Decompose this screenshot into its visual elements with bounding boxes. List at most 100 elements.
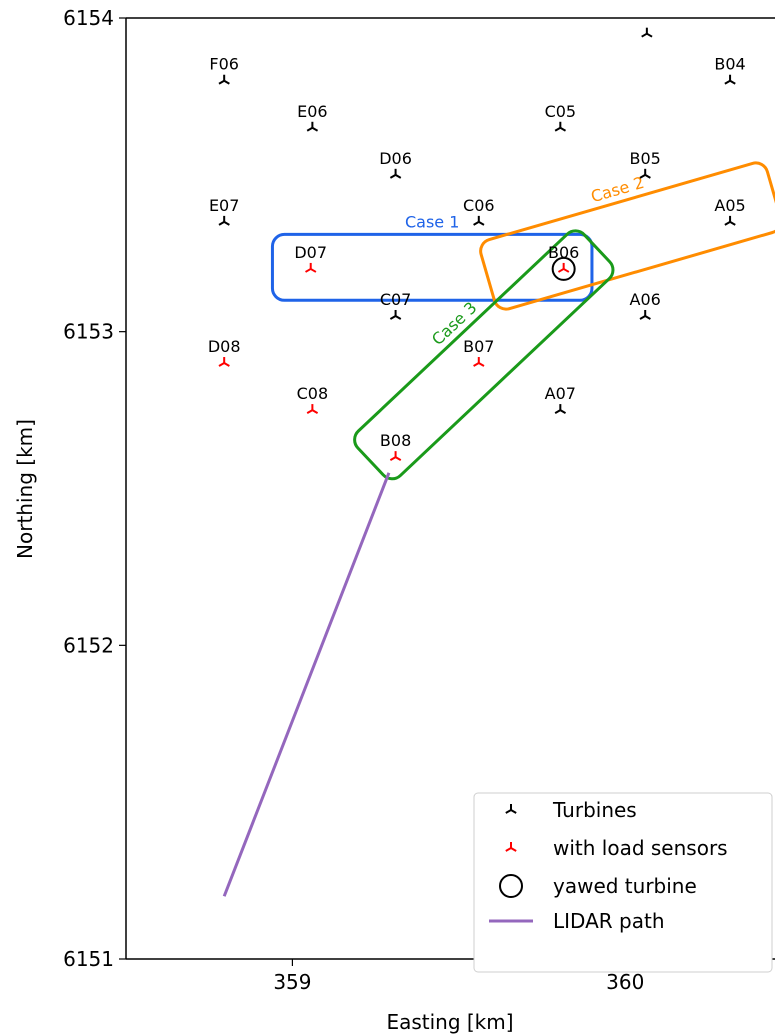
legend-marker: [505, 804, 517, 814]
turbine-marker: [641, 27, 653, 38]
turbine-marker: [389, 309, 402, 320]
turbine-marker: [554, 121, 567, 132]
legend-marker-arm: [505, 847, 512, 852]
turbine-marker: [306, 121, 319, 132]
turbine-marker: [218, 215, 230, 226]
legend: Turbines with load sensors yawed turbine LI…: [473, 792, 773, 973]
turbine-marker-arm: [646, 32, 653, 38]
legend-label: with load sensors: [553, 836, 728, 860]
turbine-marker-arm: [639, 315, 646, 320]
load-sensor-marker-arm: [223, 362, 230, 367]
legend-label: Turbines: [552, 798, 637, 822]
y-tick-label: 6152: [63, 633, 114, 657]
load-sensor-marker-arm: [306, 409, 313, 414]
turbine-marker: [724, 74, 736, 85]
turbine-label: D08: [208, 337, 241, 356]
turbine-label: A05: [714, 196, 745, 215]
turbine-marker: [473, 215, 485, 226]
y-tick-label: 6154: [63, 6, 114, 30]
legend-marker-arm: [505, 809, 512, 814]
turbine-label: B07: [463, 337, 494, 356]
turbine-marker-arm: [395, 315, 402, 320]
legend-marker-arm: [510, 847, 517, 852]
turbine-marker-arm: [223, 221, 230, 226]
turbine-label: E07: [209, 196, 239, 215]
load-sensor-marker-arm: [218, 362, 225, 367]
turbine-label: B04: [714, 55, 745, 74]
legend-label: LIDAR path: [553, 909, 665, 933]
load-sensor-marker: [218, 357, 230, 367]
turbine-marker-arm: [554, 126, 561, 132]
load-sensor-marker-arm: [389, 456, 397, 461]
turbine-marker-arm: [218, 79, 225, 85]
y-tick-label: 6153: [63, 320, 114, 344]
turbine-label: D06: [379, 149, 412, 168]
turbine-marker-arm: [729, 221, 736, 226]
load-sensor-marker-arm: [310, 268, 317, 273]
y-axis-label: Northing [km]: [13, 419, 37, 559]
turbine-marker-arm: [473, 221, 480, 226]
load-sensor-marker-arm: [563, 268, 570, 273]
turbine-marker-arm: [223, 79, 230, 85]
turbine-label: F06: [209, 55, 239, 74]
turbine-marker-arm: [644, 315, 651, 320]
legend-frame: [473, 792, 773, 973]
lidar-layer: [222, 472, 391, 897]
axes-layer: 359 360 6151 6152 6153 6154: [63, 6, 775, 994]
turbine-marker: [724, 215, 736, 226]
turbine-marker-arm: [639, 173, 646, 179]
x-tick-label: 359: [273, 970, 311, 994]
legend-marker: [499, 874, 523, 898]
load-sensor-marker-arm: [473, 362, 480, 367]
load-sensor-marker-arm: [557, 268, 565, 273]
turbine-label: A07: [545, 384, 576, 403]
turbine-label: C05: [545, 102, 577, 121]
x-tick-label: 360: [606, 970, 644, 994]
turbine-label: A06: [630, 290, 661, 309]
load-sensor-marker-arm: [478, 362, 485, 367]
turbine-label: E06: [297, 102, 327, 121]
load-sensor-marker-arm: [395, 456, 402, 461]
turbine-marker: [554, 404, 567, 414]
case-box-outline: [353, 229, 615, 481]
turbine-marker-arm: [389, 315, 397, 320]
marker-layer: F06 B04 E06 C05 D06 B05 E07 C06 A05 C07 A06 A07 D07 B…: [208, 27, 746, 461]
turbine-marker-arm: [395, 173, 402, 179]
turbine-marker-arm: [218, 221, 225, 226]
turbine-marker: [218, 74, 230, 85]
turbine-label: C08: [297, 384, 329, 403]
turbine-marker-arm: [724, 221, 731, 226]
turbine-marker-arm: [729, 79, 736, 85]
turbine-marker-arm: [724, 79, 731, 85]
case-label: Case 1: [405, 212, 459, 231]
turbine-label: D07: [294, 243, 327, 262]
turbine-label: B08: [380, 431, 411, 450]
x-axis-label: Easting [km]: [386, 1010, 513, 1034]
legend-label: yawed turbine: [553, 874, 697, 898]
case-box-2: Case 2: [479, 161, 775, 311]
turbine-label: C06: [463, 196, 495, 215]
yawed-turbine-marker: [551, 256, 576, 281]
load-sensor-marker: [306, 404, 319, 414]
case-box-1: Case 1: [270, 212, 594, 302]
y-tick-label: 6151: [63, 947, 114, 971]
turbine-marker-arm: [311, 126, 319, 132]
turbine-marker-arm: [559, 126, 567, 132]
turbine-label: B06: [548, 243, 579, 262]
turbine-marker-arm: [644, 173, 651, 179]
legend-marker-arm: [510, 809, 517, 814]
case-box-outline: [270, 232, 594, 302]
turbine-marker-arm: [559, 409, 567, 414]
load-sensor-marker-arm: [311, 409, 319, 414]
load-sensor-marker: [557, 262, 570, 273]
turbine-marker-arm: [554, 409, 561, 414]
turbine-marker: [639, 309, 651, 320]
turbine-label: B05: [630, 149, 661, 168]
turbine-marker-arm: [306, 126, 313, 132]
turbine-marker: [639, 168, 651, 179]
legend-marker: [505, 842, 517, 852]
turbine-marker-arm: [641, 32, 648, 38]
turbine-label: C07: [380, 290, 412, 309]
